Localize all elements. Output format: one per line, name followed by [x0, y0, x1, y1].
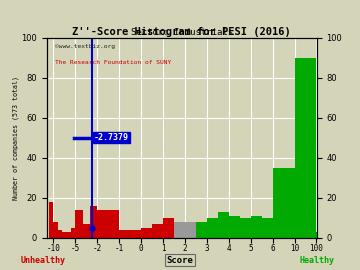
- Bar: [152, 224, 163, 238]
- Text: ©www.textbiz.org: ©www.textbiz.org: [55, 44, 115, 49]
- Bar: [218, 212, 229, 238]
- Bar: [163, 218, 174, 238]
- Bar: [75, 210, 82, 238]
- Text: Unhealthy: Unhealthy: [21, 256, 66, 265]
- Bar: [262, 218, 273, 238]
- Bar: [62, 232, 67, 238]
- Bar: [71, 228, 75, 238]
- Bar: [67, 232, 71, 238]
- Bar: [82, 224, 90, 238]
- Bar: [273, 168, 294, 238]
- Bar: [141, 228, 152, 238]
- Text: Sector: Industrials: Sector: Industrials: [131, 28, 233, 37]
- Text: The Research Foundation of SUNY: The Research Foundation of SUNY: [55, 60, 171, 65]
- Bar: [90, 206, 97, 238]
- Bar: [229, 216, 240, 238]
- Bar: [207, 218, 218, 238]
- Text: -2.7379: -2.7379: [94, 133, 129, 142]
- Bar: [251, 216, 262, 238]
- Bar: [240, 218, 251, 238]
- Y-axis label: Number of companies (573 total): Number of companies (573 total): [12, 76, 19, 200]
- Bar: [174, 222, 185, 238]
- Bar: [49, 202, 53, 238]
- Bar: [53, 222, 58, 238]
- Bar: [58, 230, 62, 238]
- Bar: [97, 210, 119, 238]
- Bar: [185, 222, 196, 238]
- Text: Score: Score: [167, 256, 193, 265]
- Bar: [196, 222, 207, 238]
- Title: Z''-Score Histogram for PESI (2016): Z''-Score Histogram for PESI (2016): [72, 27, 291, 37]
- Bar: [119, 230, 141, 238]
- Text: Healthy: Healthy: [299, 256, 334, 265]
- Bar: [294, 58, 316, 238]
